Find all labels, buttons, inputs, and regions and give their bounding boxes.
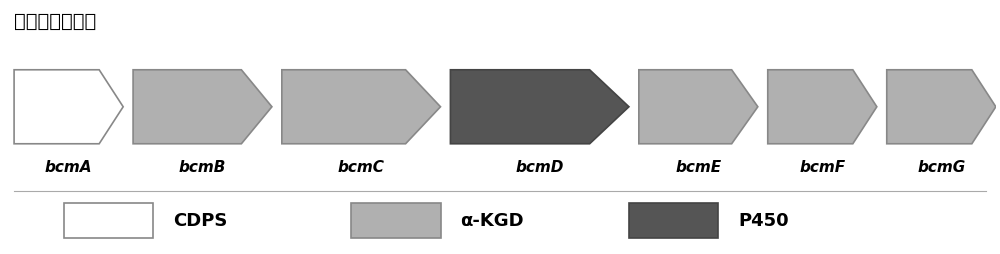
Text: bcmE: bcmE bbox=[675, 159, 721, 174]
Bar bbox=[351, 203, 440, 237]
Polygon shape bbox=[133, 71, 272, 144]
Text: bcmA: bcmA bbox=[45, 159, 92, 174]
Text: bcmG: bcmG bbox=[917, 159, 965, 174]
Polygon shape bbox=[14, 71, 123, 144]
Text: CDPS: CDPS bbox=[173, 211, 227, 229]
Text: P450: P450 bbox=[738, 211, 789, 229]
Polygon shape bbox=[450, 71, 629, 144]
Text: 双环霉素基因簇: 双环霉素基因簇 bbox=[14, 11, 96, 30]
Polygon shape bbox=[639, 71, 758, 144]
Text: α-KGD: α-KGD bbox=[460, 211, 524, 229]
Polygon shape bbox=[768, 71, 877, 144]
Text: bcmD: bcmD bbox=[515, 159, 564, 174]
Bar bbox=[629, 203, 718, 237]
Text: bcmB: bcmB bbox=[179, 159, 226, 174]
Text: bcmF: bcmF bbox=[799, 159, 845, 174]
Text: bcmC: bcmC bbox=[338, 159, 385, 174]
Bar bbox=[64, 203, 153, 237]
Polygon shape bbox=[887, 71, 996, 144]
Polygon shape bbox=[282, 71, 441, 144]
